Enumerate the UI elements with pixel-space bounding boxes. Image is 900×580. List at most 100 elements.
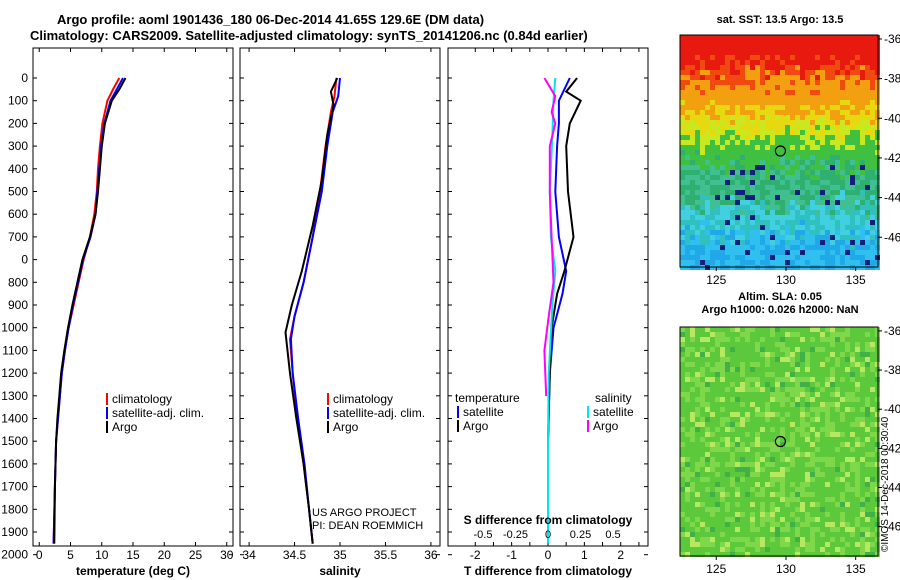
- lat-tick-label: -46: [884, 230, 900, 244]
- legend-label: Argo: [593, 419, 619, 433]
- x-tick-label: 0: [36, 548, 43, 562]
- s-diff-tick-label: -0.25: [503, 529, 528, 541]
- depth-tick-label: 1200: [1, 366, 28, 380]
- lon-tick-label: 135: [846, 273, 866, 287]
- lat-tick-label: -44: [884, 480, 900, 494]
- series-line-argo: [53, 77, 127, 544]
- credit-line-1: US ARGO PROJECT: [312, 507, 417, 519]
- credit-line-2: PI: DEAN ROEMMICH: [312, 520, 423, 532]
- depth-tick-label: 1100: [2, 343, 28, 357]
- depth-tick-label: 2000: [1, 548, 28, 562]
- legend-label: satellite-adj. clim.: [333, 406, 425, 420]
- lon-tick-label: 125: [706, 562, 726, 576]
- lat-tick-label: -38: [884, 72, 900, 86]
- x-tick-label: 15: [126, 548, 140, 562]
- legend-label: Argo: [333, 420, 359, 434]
- depth-tick-label: 1900: [1, 525, 28, 539]
- depth-tick-label: 800: [8, 275, 28, 289]
- float-location-marker: [774, 435, 786, 448]
- depth-tick-label: 500: [8, 185, 28, 199]
- profile-panel-0: [32, 47, 234, 556]
- x-tick-label: 35: [333, 548, 347, 562]
- sla-map-title-1: Altim. SLA: 0.05: [738, 291, 822, 303]
- legend-label: satellite: [593, 405, 634, 419]
- legend-label: Argo: [463, 419, 489, 433]
- lon-tick-label: 125: [706, 273, 726, 287]
- float-location-marker: [774, 145, 786, 157]
- depth-tick-label: 700: [8, 230, 28, 244]
- series-line-argo: [284, 77, 339, 544]
- x-tick-label: 36: [424, 548, 438, 562]
- lat-tick-label: -44: [884, 191, 900, 205]
- t-diff-tick-label: 1: [581, 548, 588, 562]
- x-axis-label: salinity: [319, 564, 361, 578]
- depth-tick-label: 600: [8, 207, 28, 221]
- depth-tick-label: 1400: [1, 412, 28, 426]
- legend-label: satellite-adj. clim.: [112, 406, 204, 420]
- legend-label: Argo: [112, 420, 138, 434]
- lat-tick-label: -46: [884, 520, 900, 534]
- depth-tick-label: 0: [21, 253, 28, 267]
- depth-tick-label: 100: [8, 94, 28, 108]
- depth-tick-label: 400: [8, 162, 28, 176]
- x-axis-label: T difference from climatology: [464, 564, 632, 578]
- profile-panel-2: [447, 47, 649, 556]
- lat-tick-label: -36: [884, 32, 900, 46]
- legend-label: satellite: [463, 405, 504, 419]
- depth-tick-label: 1300: [1, 389, 28, 403]
- depth-tick-label: 300: [8, 139, 28, 153]
- series-line-argo: [547, 77, 582, 544]
- t-diff-tick-label: -1: [506, 548, 517, 562]
- lat-tick-label: -42: [884, 151, 900, 165]
- lat-tick-label: -40: [884, 111, 900, 125]
- lat-tick-label: -42: [884, 441, 900, 455]
- series-line-s-argo: [543, 77, 557, 397]
- depth-tick-label: 900: [8, 298, 28, 312]
- lon-tick-label: 130: [776, 273, 796, 287]
- legend-label: climatology: [333, 392, 393, 406]
- sst-map: [679, 34, 880, 270]
- depth-tick-label: 1700: [1, 480, 28, 494]
- legend-title-temperature: temperature: [455, 391, 520, 405]
- t-diff-tick-label: 0: [545, 548, 552, 562]
- imos-credit: ©IMOS 14-Dec-2018 00:30:40: [880, 416, 891, 552]
- sla-map-title-2: Argo h1000: 0.026 h2000: NaN: [701, 304, 859, 316]
- lat-tick-label: -36: [884, 324, 900, 338]
- legend-label: climatology: [112, 392, 172, 406]
- depth-tick-label: 0: [21, 71, 28, 85]
- sla-map: [679, 326, 880, 557]
- x-axis-label: temperature (deg C): [76, 564, 190, 578]
- depth-tick-label: 1800: [1, 502, 28, 516]
- panel-frame: [239, 47, 441, 547]
- main-title-line1: Argo profile: aoml 1901436_180 06-Dec-20…: [57, 12, 485, 27]
- lat-tick-label: -38: [884, 363, 900, 377]
- legend-title-salinity: salinity: [595, 391, 632, 405]
- depth-tick-label: 1500: [1, 434, 28, 448]
- depth-tick-label: 200: [8, 116, 28, 130]
- lat-tick-label: -40: [884, 402, 900, 416]
- x-tick-label: 30: [220, 548, 234, 562]
- s-diff-tick-label: -0.5: [474, 529, 493, 541]
- depth-tick-label: 1000: [1, 321, 28, 335]
- x-tick-label: 34.5: [283, 548, 307, 562]
- x-tick-label: 20: [158, 548, 172, 562]
- panel-frame: [32, 47, 234, 547]
- x-tick-label: 10: [95, 548, 109, 562]
- x-tick-label: 35.5: [374, 548, 398, 562]
- s-diff-tick-label: 0.25: [570, 529, 591, 541]
- map-frame: [679, 326, 879, 557]
- depth-tick-label: 1600: [1, 457, 28, 471]
- t-diff-tick-label: 2: [617, 548, 624, 562]
- s-diff-tick-label: 0.5: [605, 529, 620, 541]
- profile-panel-1: [239, 47, 441, 556]
- lon-tick-label: 135: [846, 562, 866, 576]
- x-tick-label: 5: [67, 548, 74, 562]
- s-diff-tick-label: 0: [545, 529, 551, 541]
- x-tick-label: 25: [189, 548, 203, 562]
- sst-map-title: sat. SST: 13.5 Argo: 13.5: [716, 14, 844, 26]
- s-axis-label: S difference from climatology: [464, 513, 633, 527]
- lon-tick-label: 130: [776, 562, 796, 576]
- main-title-line2: Climatology: CARS2009. Satellite-adjuste…: [30, 28, 588, 43]
- t-diff-tick-label: -2: [470, 548, 481, 562]
